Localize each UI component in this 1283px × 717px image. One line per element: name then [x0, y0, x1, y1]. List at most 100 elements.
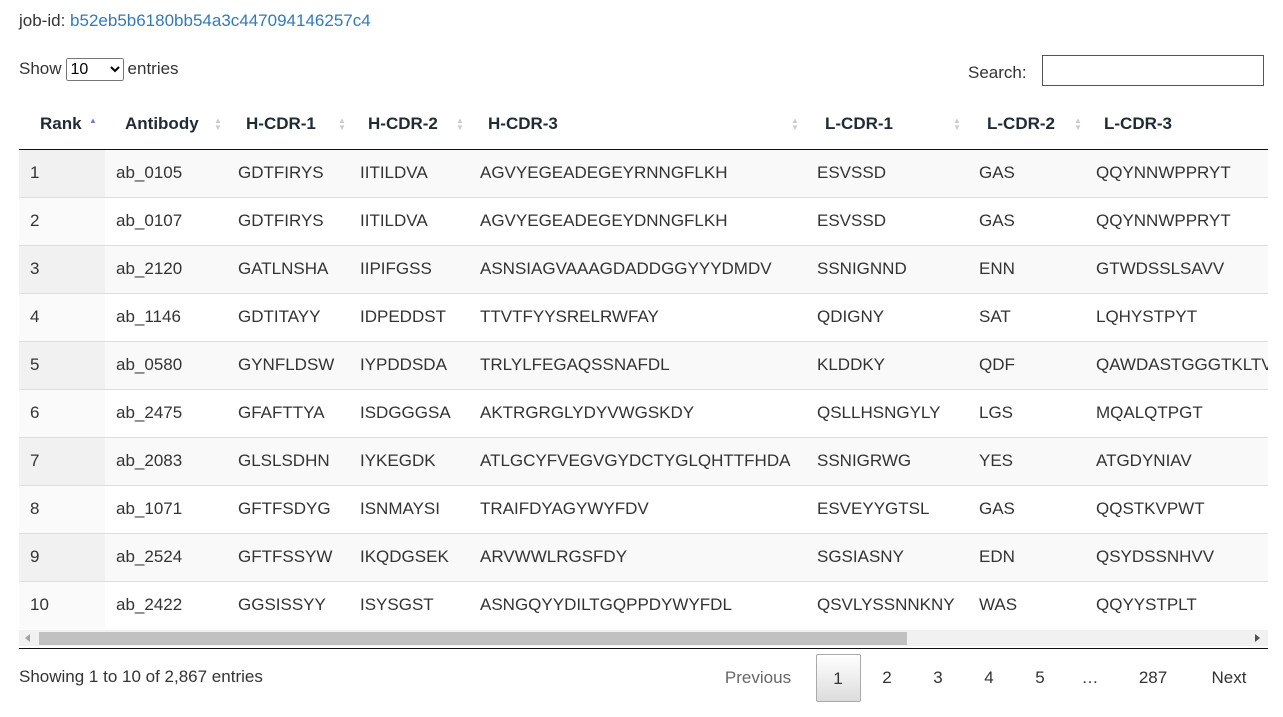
table-footer-line: [19, 648, 1268, 649]
table-cell: SGSIASNY: [806, 532, 968, 581]
table-cell: QDIGNY: [806, 292, 968, 341]
page-button[interactable]: Previous: [724, 668, 792, 687]
table-cell: QDF: [968, 340, 1085, 389]
table-cell: ENN: [968, 244, 1085, 293]
header-label: L-CDR-2: [987, 114, 1055, 134]
table-cell: ESVSSD: [806, 196, 968, 245]
page-button[interactable]: Next: [1211, 668, 1247, 687]
table-cell: SSNIGRWG: [806, 436, 968, 485]
search: Search:: [968, 55, 1264, 86]
table-cell: GFTFSSYW: [227, 532, 349, 581]
table-cell: GYNFLDSW: [227, 340, 349, 389]
table-cell: IYPDDSDA: [349, 340, 469, 389]
page-button[interactable]: …: [1081, 668, 1099, 687]
column-header[interactable]: L-CDR-1 ▲ ▼: [806, 100, 968, 150]
table-cell: ab_0107: [105, 196, 227, 245]
column-header[interactable]: H-CDR-2 ▲ ▼: [349, 100, 469, 150]
job-link[interactable]: b52eb5b6180bb54a3c447094146257c4: [70, 11, 371, 30]
table-cell: ab_2524: [105, 532, 227, 581]
table-cell: QSLLHSNGYLY: [806, 388, 968, 437]
table-wrap: Rank ▲ Antibody ▲ ▼ H-CDR-1 ▲ ▼ H-CDR-2 ▲ ▼ H-CDR-3…: [19, 100, 1268, 630]
table-cell: 3: [19, 244, 105, 293]
table-cell: 2: [19, 196, 105, 245]
table-row: 1 ab_0105 GDTFIRYS IITILDVA AGVYEGEADEGEYRNN…: [19, 148, 1268, 197]
table-cell: AGVYEGEADEGEYDNNGFLKH: [469, 196, 806, 245]
table-cell: IDPEDDST: [349, 292, 469, 341]
table-cell: ab_1071: [105, 484, 227, 533]
header-label: L-CDR-1: [825, 114, 893, 134]
length-select[interactable]: 10: [65, 58, 124, 81]
table-info: Showing 1 to 10 of 2,867 entries: [19, 667, 263, 686]
header-label: H-CDR-2: [368, 114, 438, 134]
table-cell: ATLGCYFVEGVGYDCTYGLQHTTFHDA: [469, 436, 806, 485]
page-button[interactable]: 3: [933, 668, 943, 687]
table-cell: TTVTFYYSRELRWFAY: [469, 292, 806, 341]
table-cell: ESVSSD: [806, 148, 968, 197]
table-cell: GDTFIRYS: [227, 196, 349, 245]
table-cell: QSYDSSNHVV: [1085, 532, 1268, 581]
table-cell: ARVWWLRGSFDY: [469, 532, 806, 581]
table-cell: LGS: [968, 388, 1085, 437]
table-cell: 9: [19, 532, 105, 581]
scroll-right[interactable]: [1255, 634, 1261, 642]
table-cell: WAS: [968, 580, 1085, 629]
sort-icon: ▲ ▼: [1074, 116, 1082, 132]
page-button[interactable]: 2: [882, 668, 892, 687]
header-label: L-CDR-3: [1104, 114, 1172, 134]
sort-icon: ▲: [89, 116, 97, 125]
table-cell: ab_0580: [105, 340, 227, 389]
page-button[interactable]: 5: [1035, 668, 1045, 687]
table-cell: GLSLSDHN: [227, 436, 349, 485]
scrollbar[interactable]: [19, 630, 1268, 646]
job-label: job-id:: [19, 11, 66, 30]
table-cell: TRAIFDYAGYWYFDV: [469, 484, 806, 533]
scroll-left[interactable]: [25, 634, 31, 642]
table-cell: LQHYSTPYT: [1085, 292, 1268, 341]
column-header[interactable]: H-CDR-3 ▲ ▼: [469, 100, 806, 150]
table-cell: GATLNSHA: [227, 244, 349, 293]
column-header[interactable]: Antibody ▲ ▼: [105, 100, 227, 150]
table-cell: 10: [19, 580, 105, 629]
table-cell: QQSTKVPWT: [1085, 484, 1268, 533]
page-button[interactable]: 287: [1138, 668, 1168, 687]
table-cell: YES: [968, 436, 1085, 485]
table-cell: ASNSIAGVAAAGDADDGGYYYDMDV: [469, 244, 806, 293]
column-header[interactable]: H-CDR-1 ▲ ▼: [227, 100, 349, 150]
sort-icon: ▲ ▼: [214, 116, 222, 132]
column-header[interactable]: Rank ▲: [19, 100, 105, 150]
column-header[interactable]: L-CDR-3: [1085, 100, 1268, 150]
page-button[interactable]: 4: [984, 668, 994, 687]
table-cell: GAS: [968, 148, 1085, 197]
page-button[interactable]: 1: [815, 654, 861, 702]
table-cell: 5: [19, 340, 105, 389]
header-label: Antibody: [125, 114, 199, 134]
table-cell: QQYNNWPPRYT: [1085, 196, 1268, 245]
table-cell: ab_2422: [105, 580, 227, 629]
table-cell: 6: [19, 388, 105, 437]
table-cell: ASNGQYYDILTGQPPDYWYFDL: [469, 580, 806, 629]
header-label: Rank: [40, 114, 82, 134]
table-cell: EDN: [968, 532, 1085, 581]
table-cell: QAWDASTGGGTKLTV: [1085, 340, 1268, 389]
table-cell: IIPIFGSS: [349, 244, 469, 293]
table-cell: ab_2120: [105, 244, 227, 293]
table-cell: ISDGGGSA: [349, 388, 469, 437]
table-cell: QQYYSTPLT: [1085, 580, 1268, 629]
table-cell: IKQDGSEK: [349, 532, 469, 581]
column-header[interactable]: L-CDR-2 ▲ ▼: [968, 100, 1085, 150]
table-row: 7 ab_2083 GLSLSDHN IYKEGDK ATLGCYFVEGVGYDCTY…: [19, 436, 1268, 485]
length-control: Show 10 entries: [19, 58, 179, 81]
table-row: 9 ab_2524 GFTFSSYW IKQDGSEK ARVWWLRGSFDY SGSI…: [19, 532, 1268, 581]
table-row: 10 ab_2422 GGSISSYY ISYSGST ASNGQYYDILTGQPPD…: [19, 580, 1268, 629]
table-cell: 4: [19, 292, 105, 341]
table-cell: ISYSGST: [349, 580, 469, 629]
table-row: 4 ab_1146 GDTITAYY IDPEDDST TTVTFYYSRELRWFAY…: [19, 292, 1268, 341]
table-row: 8 ab_1071 GFTFSDYG ISNMAYSI TRAIFDYAGYWYFDV E…: [19, 484, 1268, 533]
table-cell: IITILDVA: [349, 196, 469, 245]
header-label: H-CDR-3: [488, 114, 558, 134]
table-cell: AKTRGRGLYDYVWGSKDY: [469, 388, 806, 437]
search-input[interactable]: [1042, 55, 1264, 86]
scroll-thumb[interactable]: [39, 632, 907, 645]
sort-icon: ▲ ▼: [456, 116, 464, 132]
table-cell: ab_2083: [105, 436, 227, 485]
